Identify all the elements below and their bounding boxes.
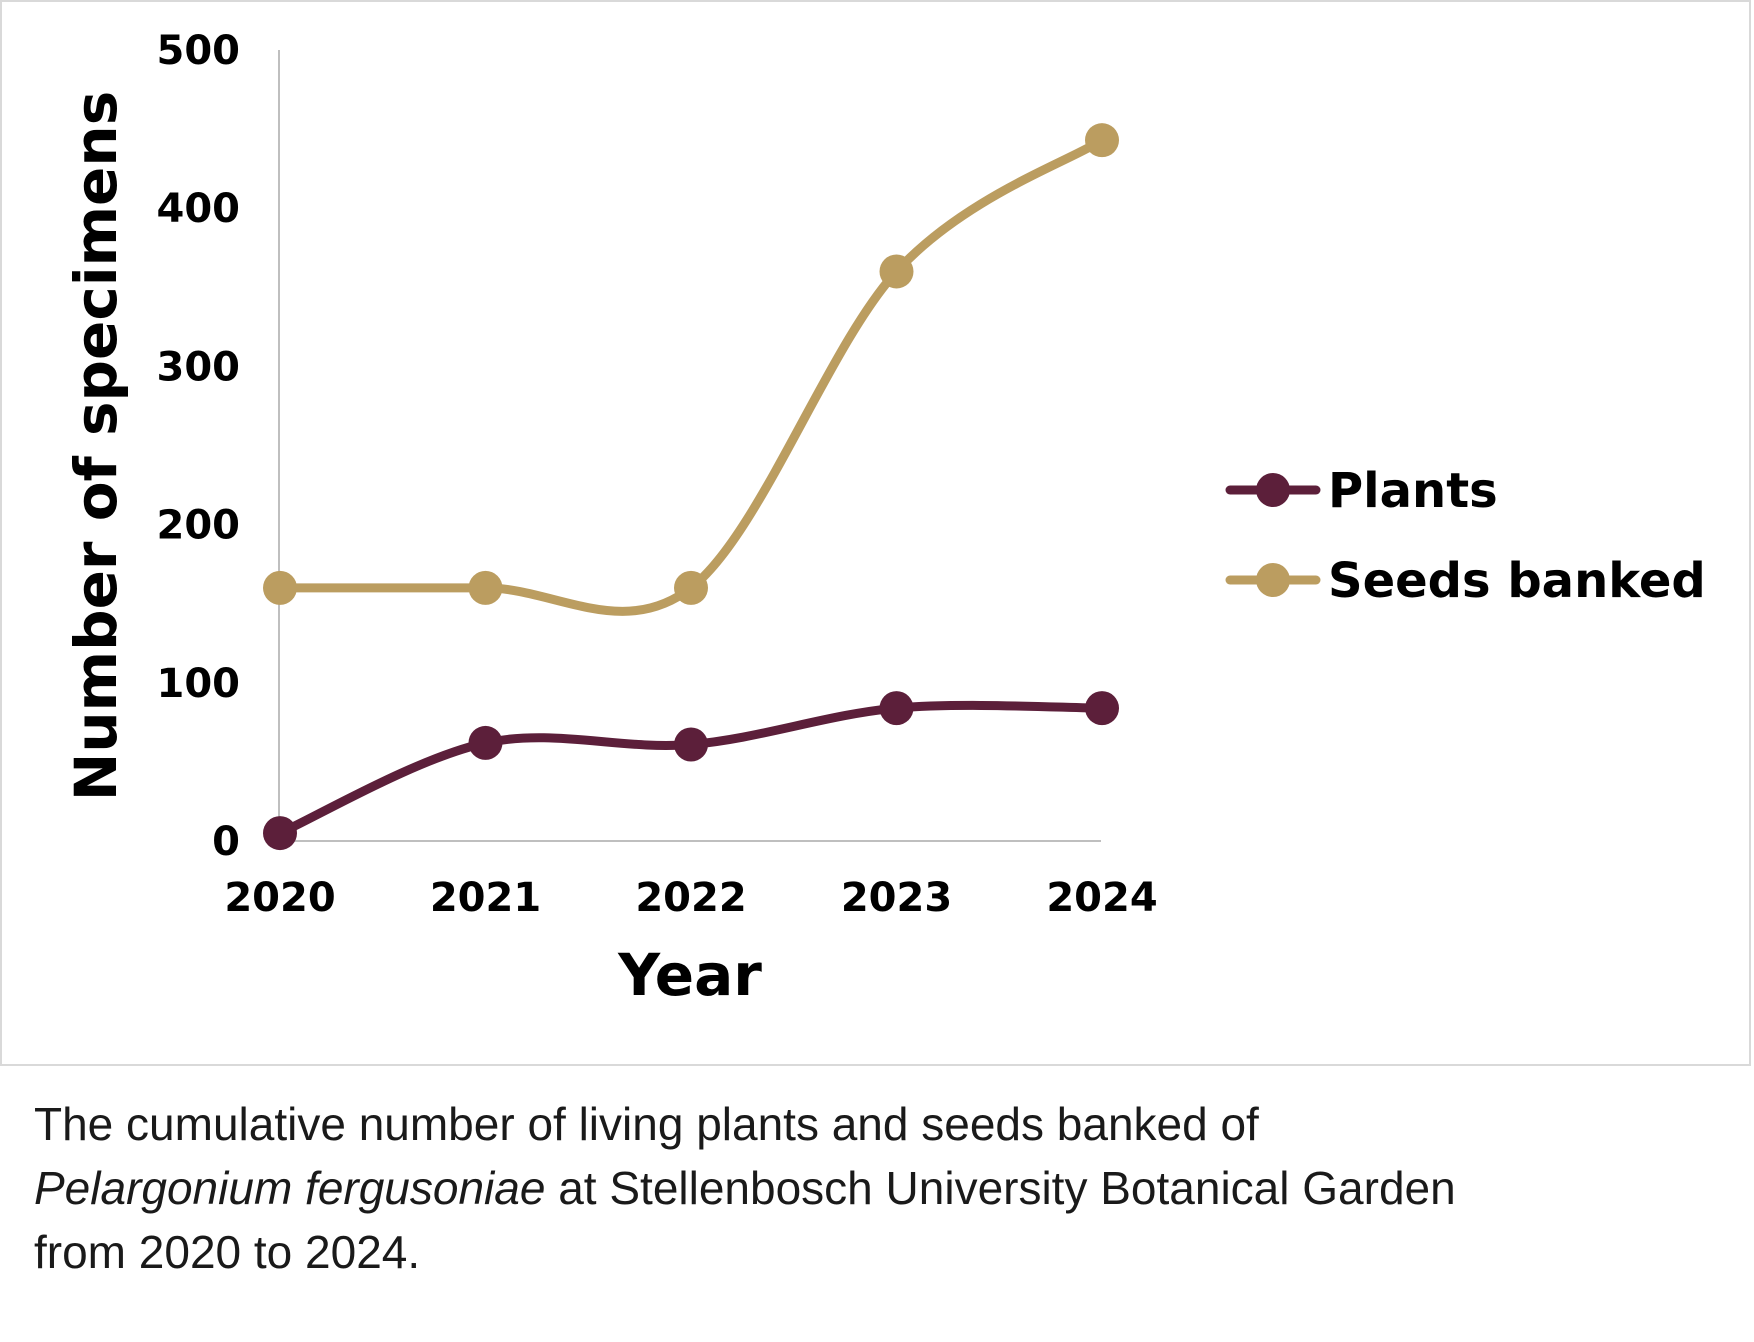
y-tick-label-0: 0: [212, 819, 240, 865]
legend-label-plants: Plants: [1328, 463, 1498, 519]
legend-swatch-marker-seeds-banked: [1256, 563, 1290, 597]
y-axis-title: Number of specimens: [62, 91, 130, 801]
data-point-seeds-banked-2022: [674, 570, 708, 605]
caption-line-1: The cumulative number of living plants a…: [34, 1098, 1259, 1150]
y-tick-labels: 0 100 200 300 400 500: [157, 28, 241, 865]
series-line-seeds-banked: [275, 135, 1107, 616]
y-tick-label-100: 100: [157, 661, 241, 707]
data-point-plants-2021: [468, 725, 503, 760]
y-tick-label-500: 500: [157, 28, 241, 74]
x-tick-label-2023: 2023: [841, 875, 952, 921]
data-point-plants-2020: [263, 816, 297, 851]
legend-label-seeds-banked: Seeds banked: [1328, 553, 1706, 609]
legend-swatch-marker-plants: [1256, 473, 1290, 507]
data-point-plants-2024: [1085, 691, 1119, 726]
legend-item-seeds-banked: Seeds banked: [1225, 553, 1706, 609]
data-point-seeds-banked-2024: [1085, 123, 1119, 158]
x-tick-label-2021: 2021: [430, 875, 541, 921]
series-line-plants: [275, 700, 1107, 838]
caption-species-name: Pelargonium fergusoniae: [34, 1162, 546, 1214]
data-point-plants-2023: [879, 691, 914, 726]
legend-item-plants: Plants: [1225, 463, 1498, 519]
caption-line-2: at Stellenbosch University Botanical Gar…: [545, 1162, 1456, 1214]
caption-line-3: from 2020 to 2024.: [34, 1226, 421, 1278]
y-tick-label-400: 400: [157, 186, 241, 232]
y-tick-label-200: 200: [157, 503, 241, 549]
series-layer: [263, 123, 1119, 851]
line-chart: 0 100 200 300 400 500 2020 2021 2022 2023 2024 Nu…: [62, 28, 1706, 1009]
x-tick-label-2022: 2022: [635, 875, 746, 921]
figure-caption: The cumulative number of living plants a…: [34, 1092, 1724, 1284]
data-point-seeds-banked-2023: [879, 254, 914, 289]
x-axis-title: Year: [617, 941, 762, 1009]
data-point-plants-2022: [674, 727, 708, 762]
x-tick-labels: 2020 2021 2022 2023 2024: [224, 875, 1157, 921]
axes: [278, 50, 1101, 842]
chart-frame: [0, 0, 1751, 1066]
x-tick-label-2024: 2024: [1046, 875, 1157, 921]
y-tick-label-300: 300: [157, 344, 241, 390]
data-point-seeds-banked-2021: [468, 570, 503, 605]
legend: Plants Seeds banked: [1225, 463, 1706, 609]
data-point-seeds-banked-2020: [263, 570, 297, 605]
x-tick-label-2020: 2020: [224, 875, 335, 921]
